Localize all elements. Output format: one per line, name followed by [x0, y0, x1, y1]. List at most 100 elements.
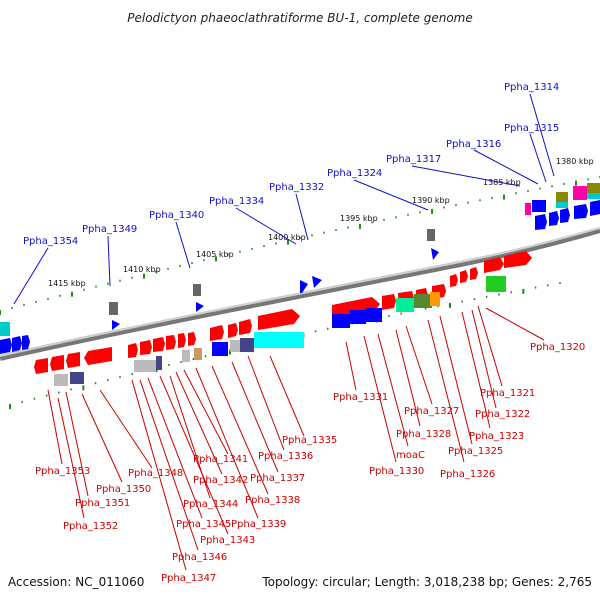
gene-label-ppha-1353: Ppha_1353	[35, 466, 90, 477]
gene-arrow	[166, 335, 176, 350]
gene-label-ppha-1324: Ppha_1324	[327, 168, 382, 179]
gene-arrow	[196, 302, 204, 312]
bottom-label-connectors	[47, 305, 545, 571]
gene-label-ppha-1327: Ppha_1327	[404, 406, 459, 417]
gene-arrow	[140, 340, 152, 355]
gene-arrow	[470, 267, 478, 280]
gene-block	[486, 276, 506, 292]
gene-label-ppha-1351: Ppha_1351	[75, 498, 130, 509]
gene-block	[525, 203, 531, 215]
gene-label-ppha-1347: Ppha_1347	[161, 573, 216, 584]
gene-arrow	[382, 294, 396, 310]
gene-label-ppha-1339: Ppha_1339	[231, 519, 286, 530]
gene-label-ppha-1349: Ppha_1349	[82, 224, 137, 235]
gene-block	[134, 360, 156, 372]
gene-arrow	[34, 358, 48, 374]
genes-lower	[34, 276, 506, 386]
genes-forward-strand	[0, 183, 600, 354]
gene-label-ppha-1317: Ppha_1317	[386, 154, 441, 165]
kbp-label-1380: 1380 kbp	[556, 157, 594, 166]
gene-arrow	[560, 208, 570, 223]
gene-block	[427, 229, 435, 241]
gene-arrow	[312, 276, 322, 288]
gene-arrow	[484, 257, 504, 273]
gene-block	[430, 292, 440, 306]
gene-block	[230, 340, 240, 352]
gene-label-ppha-1314: Ppha_1314	[504, 82, 559, 93]
gene-block	[332, 314, 350, 328]
gene-label-ppha-1343: Ppha_1343	[200, 535, 255, 546]
kbp-label-1400: 1400 kbp	[268, 233, 306, 242]
gene-label-ppha-1348: Ppha_1348	[128, 468, 183, 479]
gene-label-ppha-1325: Ppha_1325	[448, 446, 503, 457]
genome-backbone	[0, 227, 600, 361]
gene-arrow	[112, 320, 120, 330]
gene-arrow	[66, 352, 80, 368]
gene-label-ppha-1320: Ppha_1320	[530, 342, 585, 353]
gene-block	[193, 284, 201, 296]
gene-arrow	[300, 280, 308, 293]
gene-arrow	[153, 337, 165, 352]
accession-text: Accession: NC_011060	[8, 575, 144, 589]
genes-red-upper	[128, 251, 532, 358]
gene-label-ppha-1342: Ppha_1342	[193, 475, 248, 486]
gene-block	[70, 372, 84, 384]
gene-arrow	[12, 336, 22, 352]
gene-label-ppha-1337: Ppha_1337	[250, 473, 305, 484]
gene-arrow	[590, 200, 600, 216]
gene-label-ppha-1350: Ppha_1350	[96, 484, 151, 495]
gene-arrow	[504, 251, 532, 268]
kbp-label-1405: 1405 kbp	[196, 250, 234, 259]
gene-label-ppha-1332: Ppha_1332	[269, 182, 324, 193]
gene-arrow	[450, 274, 458, 287]
gene-arrow	[549, 211, 559, 226]
gene-label-ppha-1330: Ppha_1330	[369, 466, 424, 477]
gene-label-ppha-1316: Ppha_1316	[446, 139, 501, 150]
gene-block	[54, 374, 68, 386]
gene-label-moac: moaC	[396, 450, 425, 461]
gene-label-ppha-1352: Ppha_1352	[63, 521, 118, 532]
gene-arrow	[460, 270, 468, 283]
gene-block	[254, 332, 304, 348]
gene-label-ppha-1322: Ppha_1322	[475, 409, 530, 420]
gene-arrow	[239, 319, 252, 335]
gene-block	[366, 308, 382, 322]
gene-block	[556, 192, 568, 202]
gene-block	[414, 294, 432, 308]
top-labels: Ppha_1354 Ppha_1349 Ppha_1340 Ppha_1334 …	[23, 82, 559, 247]
gene-label-ppha-1323: Ppha_1323	[469, 431, 524, 442]
gene-label-ppha-1315: Ppha_1315	[504, 123, 559, 134]
gene-label-ppha-1346: Ppha_1346	[172, 552, 227, 563]
gene-arrow	[22, 335, 30, 350]
gene-label-ppha-1334: Ppha_1334	[209, 196, 264, 207]
gene-label-ppha-1345: Ppha_1345	[176, 519, 231, 530]
gene-arrow	[128, 343, 138, 358]
gene-block	[396, 298, 414, 312]
gene-arrow	[50, 355, 64, 371]
gene-block	[194, 348, 202, 360]
gene-block	[573, 186, 587, 200]
gene-arrow	[535, 214, 547, 230]
gene-block	[212, 342, 228, 356]
gene-arrow	[210, 325, 224, 341]
gene-arrow	[0, 338, 12, 354]
gene-label-ppha-1326: Ppha_1326	[440, 469, 495, 480]
gene-label-ppha-1354: Ppha_1354	[23, 236, 78, 247]
gene-block	[532, 200, 546, 212]
kbp-label-1415: 1415 kbp	[48, 279, 86, 288]
top-label-connectors	[13, 93, 555, 305]
gene-block	[350, 310, 366, 324]
gene-block	[587, 183, 600, 193]
gene-label-ppha-1328: Ppha_1328	[396, 429, 451, 440]
gene-label-ppha-1344: Ppha_1344	[183, 499, 238, 510]
gene-arrow	[431, 248, 439, 260]
gene-arrow	[258, 309, 300, 330]
gene-block	[182, 350, 190, 362]
gene-block	[240, 338, 254, 352]
gene-label-ppha-1338: Ppha_1338	[245, 495, 300, 506]
gene-block	[556, 202, 568, 208]
gene-block	[156, 356, 162, 370]
gene-block	[109, 302, 118, 315]
